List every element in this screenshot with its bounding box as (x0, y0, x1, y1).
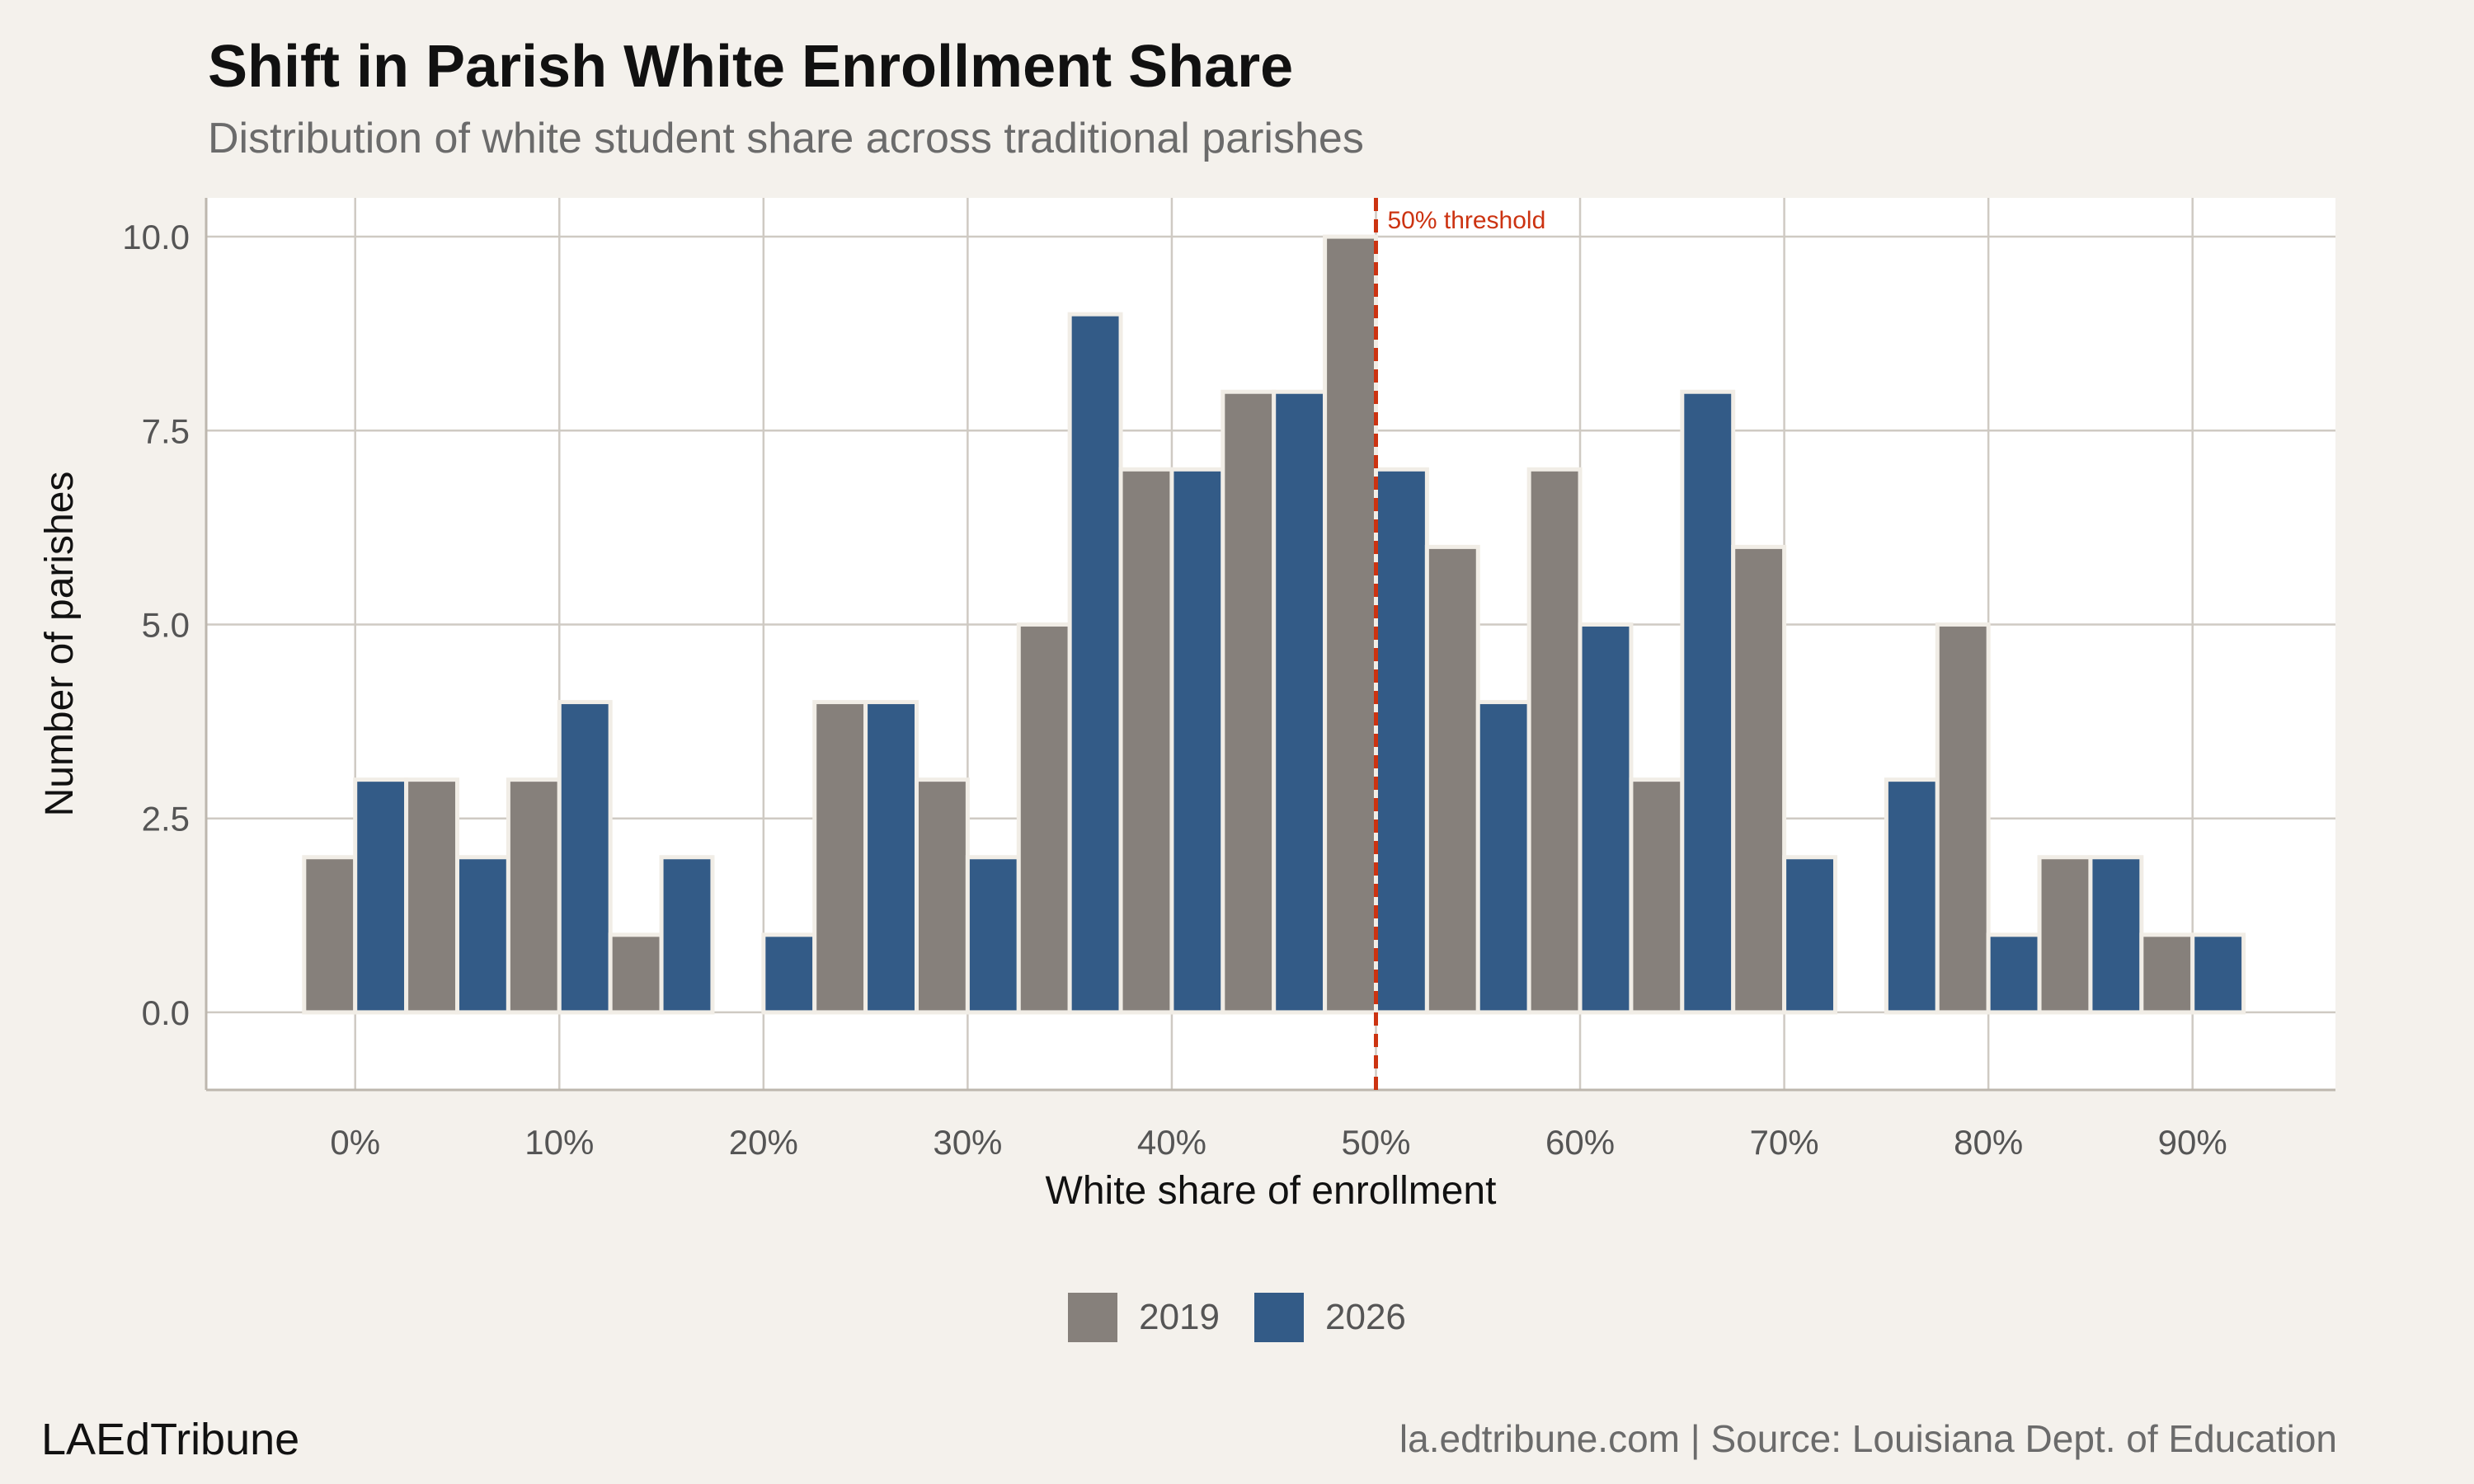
bar-2026 (965, 855, 1021, 1015)
bar-2019 (812, 700, 868, 1015)
legend-swatch-2026 (1254, 1293, 1304, 1342)
y-tick-label: 7.5 (142, 411, 190, 450)
bar-2019 (2037, 855, 2093, 1015)
bar-2019 (302, 855, 358, 1015)
bar-2026 (1373, 467, 1429, 1015)
chart-subtitle: Distribution of white student share acro… (208, 115, 1364, 162)
bar-2026 (557, 700, 613, 1015)
legend-label-2026: 2026 (1325, 1297, 1406, 1337)
bar-2019 (1016, 622, 1072, 1015)
bar-2026 (2190, 932, 2246, 1015)
bar-2026 (353, 777, 409, 1015)
legend-item-2019: 2019 (1068, 1293, 1220, 1342)
bar-2019 (1118, 467, 1174, 1015)
bar-2026 (1475, 700, 1531, 1015)
x-tick-label: 40% (1137, 1123, 1206, 1162)
bar-2019 (1323, 234, 1378, 1015)
y-tick-label: 10.0 (122, 218, 190, 256)
bar-2019 (1424, 544, 1480, 1015)
x-tick-label: 10% (524, 1123, 594, 1162)
bar-2026 (1680, 389, 1736, 1015)
legend-swatch-2019 (1068, 1293, 1118, 1342)
x-tick-label: 30% (933, 1123, 1002, 1162)
chart-title: Shift in Parish White Enrollment Share (208, 34, 1294, 100)
x-tick-label: 20% (729, 1123, 798, 1162)
threshold-label: 50% threshold (1387, 207, 1545, 234)
x-axis-title: White share of enrollment (1046, 1169, 1497, 1213)
bar-2026 (1067, 312, 1123, 1015)
x-tick-label: 70% (1750, 1123, 1819, 1162)
bar-2026 (863, 700, 919, 1015)
y-tick-label: 0.0 (142, 993, 190, 1032)
y-tick-label: 2.5 (142, 800, 190, 838)
bar-2019 (608, 932, 664, 1015)
bar-2019 (1731, 544, 1787, 1015)
legend-item-2026: 2026 (1254, 1293, 1406, 1342)
y-axis-title: Number of parishes (38, 472, 82, 817)
x-tick-label: 80% (1954, 1123, 2023, 1162)
x-tick-label: 90% (2158, 1123, 2227, 1162)
x-tick-label: 50% (1341, 1123, 1410, 1162)
bar-2026 (761, 932, 817, 1015)
bar-2019 (506, 777, 562, 1015)
bar-2019 (404, 777, 459, 1015)
bar-2026 (2088, 855, 2144, 1015)
source-credit: la.edtribune.com | Source: Louisiana Dep… (1399, 1417, 2337, 1460)
bar-2019 (1935, 622, 1991, 1015)
legend: 2019 2026 (0, 1293, 2474, 1342)
bar-2026 (1782, 855, 1837, 1015)
brand-name: LAEdTribune (41, 1415, 300, 1464)
bar-2019 (1221, 389, 1277, 1015)
x-tick-label: 60% (1545, 1123, 1615, 1162)
bar-2026 (1578, 622, 1634, 1015)
bar-2026 (1884, 777, 1940, 1015)
bar-2026 (1169, 467, 1225, 1015)
bar-2026 (454, 855, 510, 1015)
x-tick-label: 0% (330, 1123, 380, 1162)
bar-2019 (2139, 932, 2195, 1015)
bar-2019 (914, 777, 970, 1015)
bar-2026 (1986, 932, 2042, 1015)
bar-2026 (1272, 389, 1328, 1015)
bar-2019 (1526, 467, 1583, 1015)
legend-label-2019: 2019 (1139, 1297, 1220, 1337)
y-tick-label: 5.0 (142, 605, 190, 644)
bar-2019 (1629, 777, 1685, 1015)
bar-2026 (659, 855, 715, 1015)
